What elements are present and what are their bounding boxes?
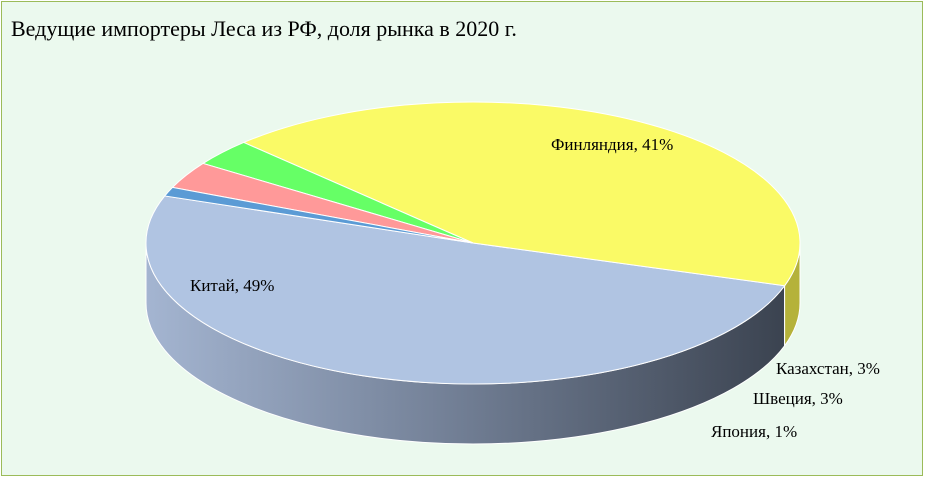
chart-title: Ведущие импортеры Леса из РФ, доля рынка… <box>11 16 517 41</box>
slice-япония <box>163 186 474 244</box>
slice-финляндия <box>242 101 801 287</box>
data-label-финляндия: Финляндия, 41% <box>551 135 673 154</box>
data-label-швеция: Швеция, 3% <box>753 389 843 408</box>
data-label-казахстан: Казахстан, 3% <box>776 359 880 378</box>
data-label-япония: Япония, 1% <box>711 422 797 441</box>
data-label-китай: Китай, 49% <box>190 276 274 295</box>
slice-китай <box>145 195 786 385</box>
